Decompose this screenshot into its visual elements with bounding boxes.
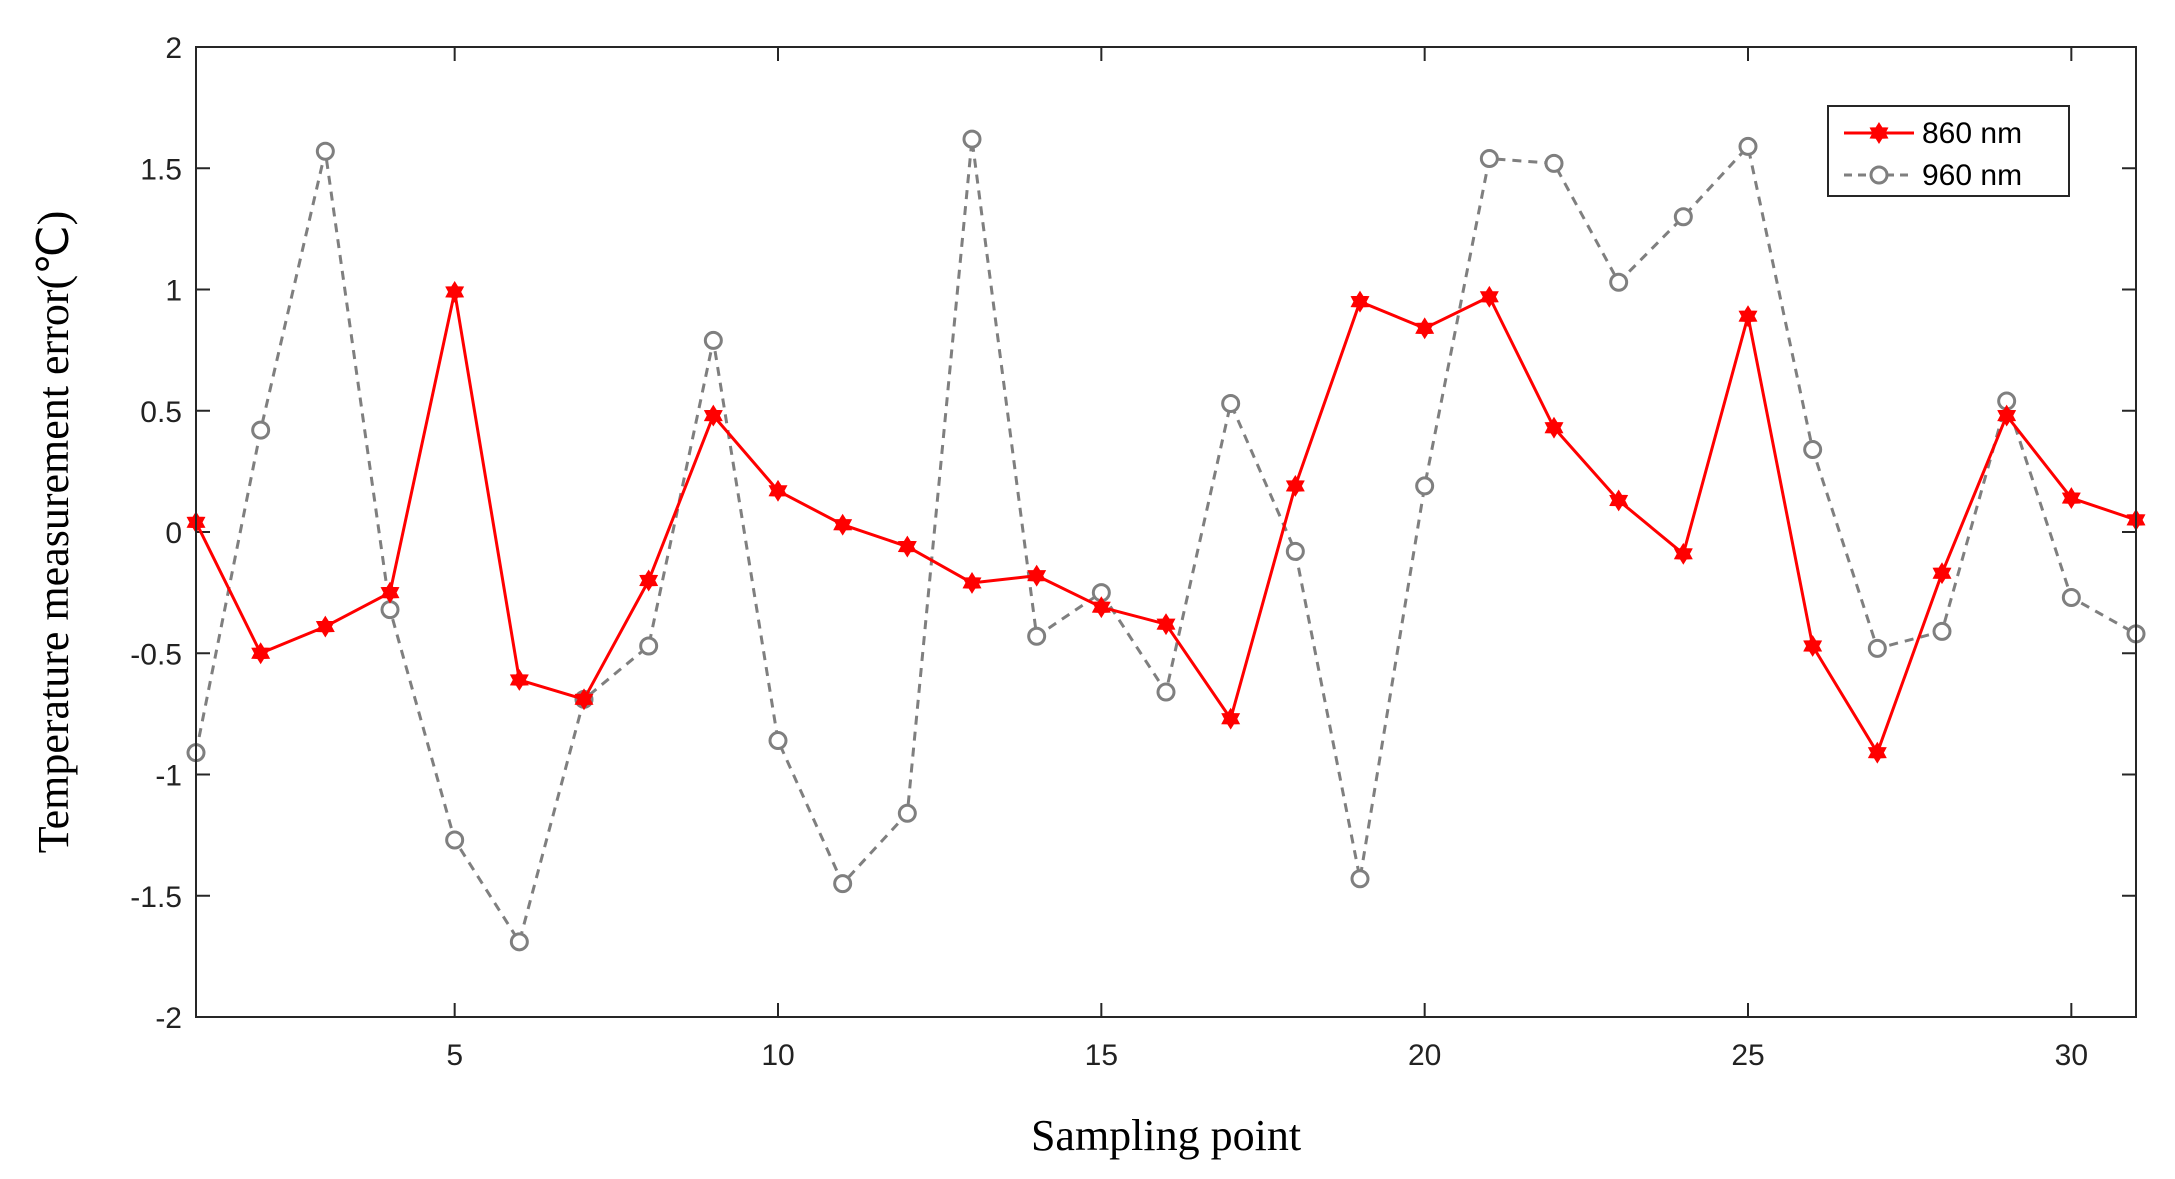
legend-label-960: 960 nm	[1922, 159, 2022, 192]
y-tick-label: 2	[165, 32, 182, 65]
data-point	[1091, 596, 1111, 619]
data-point	[445, 280, 465, 303]
y-tick-label: 0.5	[140, 396, 182, 429]
data-point	[1350, 290, 1370, 313]
data-point	[768, 731, 788, 751]
data-point	[1609, 489, 1629, 512]
data-point	[962, 571, 982, 594]
legend-marker-860	[1869, 122, 1889, 144]
data-point	[1350, 869, 1370, 889]
data-point	[1221, 393, 1241, 413]
data-point	[639, 569, 659, 592]
y-tick-label: -0.5	[130, 638, 182, 671]
data-point	[1997, 404, 2017, 427]
data-point	[574, 688, 594, 711]
data-point	[897, 803, 917, 823]
data-point	[1738, 305, 1758, 328]
data-point	[768, 479, 788, 502]
data-point	[1156, 682, 1176, 702]
x-tick-label: 20	[1408, 1039, 1441, 1072]
data-point	[251, 420, 271, 440]
y-axis-title: Temperature measurement error(℃)	[29, 211, 78, 853]
data-point	[509, 668, 529, 691]
data-point	[639, 636, 659, 656]
data-point	[315, 141, 335, 161]
series-layer	[186, 129, 2146, 952]
data-point	[1479, 149, 1499, 169]
y-axis-ticks: -2 -1.5 -1 -0.5 0 0.5 1 1.5 2	[130, 32, 2136, 1035]
data-point	[1479, 285, 1499, 308]
x-tick-label: 10	[761, 1039, 794, 1072]
legend-label-860: 860 nm	[1922, 117, 2022, 150]
data-point	[380, 600, 400, 620]
series-960-nm	[186, 129, 2146, 952]
plot-frame	[195, 46, 2137, 1018]
x-tick-label: 15	[1085, 1039, 1118, 1072]
data-point	[1803, 440, 1823, 460]
data-point	[1027, 564, 1047, 587]
y-tick-label: 0	[165, 517, 182, 550]
y-tick-label: 1.5	[140, 153, 182, 186]
data-point	[1027, 626, 1047, 646]
data-point	[380, 581, 400, 604]
data-point	[833, 513, 853, 536]
data-point	[703, 404, 723, 427]
data-point	[1932, 621, 1952, 641]
y-tick-label: -2	[155, 1002, 182, 1035]
data-point	[1673, 207, 1693, 227]
data-point	[1867, 741, 1887, 764]
data-point	[2061, 587, 2081, 607]
legend-box	[1827, 105, 2070, 197]
data-point	[1415, 317, 1435, 340]
data-point	[1544, 416, 1564, 439]
data-point	[1544, 153, 1564, 173]
x-tick-label: 30	[2055, 1039, 2088, 1072]
x-tick-label: 5	[446, 1039, 463, 1072]
data-point	[1609, 272, 1629, 292]
x-axis-ticks: 5 10 15 20 25 30	[446, 47, 2088, 1072]
legend-marker-960	[1869, 165, 1889, 185]
data-point	[897, 535, 917, 558]
data-point	[1415, 476, 1435, 496]
data-point	[2061, 487, 2081, 509]
data-point	[1285, 541, 1305, 561]
data-point	[1738, 136, 1758, 156]
data-point	[703, 330, 723, 350]
data-point	[962, 129, 982, 149]
data-point	[251, 642, 271, 665]
legend: 860 nm 960 nm	[1827, 105, 2070, 197]
data-point	[1932, 562, 1952, 585]
data-point	[1221, 707, 1241, 730]
y-tick-label: -1	[155, 760, 182, 793]
data-point	[1867, 638, 1887, 658]
plot-area	[196, 47, 2136, 1017]
series-860-nm	[186, 280, 2146, 764]
data-point	[1673, 542, 1693, 565]
data-point	[1156, 613, 1176, 636]
data-point	[1803, 635, 1823, 657]
x-tick-label: 25	[1731, 1039, 1764, 1072]
data-point	[315, 615, 335, 638]
y-tick-label: -1.5	[130, 881, 182, 914]
data-point	[833, 874, 853, 894]
data-point	[509, 932, 529, 952]
x-axis-title: Sampling point	[1031, 1111, 1301, 1160]
data-point	[445, 830, 465, 850]
data-point	[1285, 474, 1305, 497]
y-tick-label: 1	[165, 275, 182, 308]
